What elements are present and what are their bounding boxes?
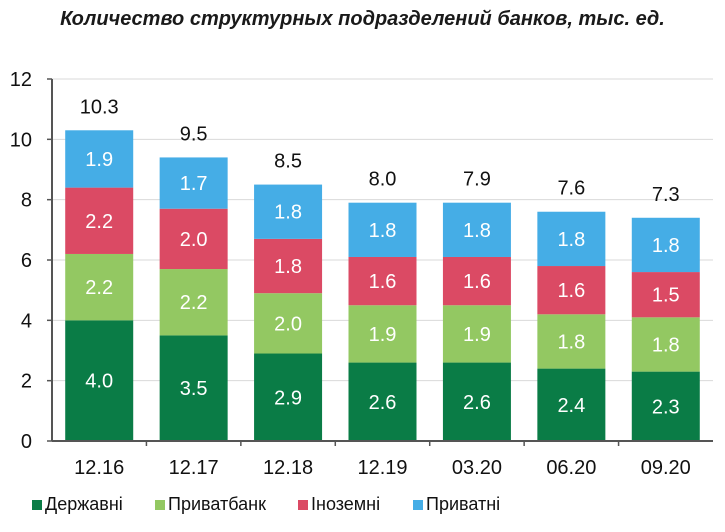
- x-tick-label: 12.18: [263, 457, 313, 479]
- bar-segment: [631, 317, 700, 372]
- data-label: 2.2: [180, 292, 208, 314]
- bar-segment: [537, 266, 606, 315]
- legend-item-inozemni: Іноземні: [298, 494, 380, 515]
- y-tick-label: 12: [10, 69, 32, 91]
- y-tick-label: 8: [21, 190, 32, 212]
- data-label: 2.2: [85, 277, 113, 299]
- x-tick-label: 06.20: [546, 457, 596, 479]
- bar-segment: [537, 368, 606, 441]
- bar-segment: [65, 320, 134, 441]
- x-tick-label: 12.16: [74, 457, 124, 479]
- data-label: 2.3: [652, 396, 680, 418]
- bar-segment: [631, 371, 700, 441]
- data-label: 2.2: [85, 211, 113, 233]
- x-tick-label: 12.17: [169, 457, 219, 479]
- data-label: 1.8: [369, 220, 397, 242]
- bar-segment: [159, 335, 228, 441]
- bar-segment: [537, 211, 606, 267]
- bar-segment: [348, 305, 417, 363]
- bar-segment: [348, 362, 417, 441]
- bar-segment: [254, 238, 323, 294]
- data-label: 3.5: [180, 378, 208, 400]
- data-label: 1.5: [652, 285, 680, 307]
- data-label: 1.9: [85, 149, 113, 171]
- bar-segment: [442, 305, 511, 363]
- data-label: 2.9: [274, 387, 302, 409]
- data-label: 1.8: [652, 334, 680, 356]
- total-label: 9.5: [180, 123, 208, 145]
- legend-swatch: [298, 499, 308, 510]
- data-label: 2.6: [369, 392, 397, 414]
- legend-item-privatbank: Приватбанк: [155, 494, 266, 515]
- legend-swatch: [155, 499, 165, 510]
- data-label: 1.6: [369, 271, 397, 293]
- bar-segment: [631, 272, 700, 318]
- bar-segment: [65, 187, 134, 254]
- data-label: 2.0: [274, 313, 302, 335]
- y-tick-label: 2: [21, 371, 32, 393]
- data-label: 2.0: [180, 229, 208, 251]
- legend-item-pryvatni: Приватні: [413, 494, 500, 515]
- bar-segment: [65, 253, 134, 321]
- bar-segment: [159, 269, 228, 336]
- y-tick-label: 6: [21, 250, 32, 272]
- bar-segment: [65, 130, 134, 188]
- data-label: 1.8: [557, 331, 585, 353]
- x-tick-label: 09.20: [641, 457, 691, 479]
- total-label: 8.5: [274, 151, 302, 173]
- data-label: 1.8: [557, 229, 585, 251]
- data-label: 1.8: [274, 256, 302, 278]
- data-label: 2.4: [557, 395, 585, 417]
- legend-label: Іноземні: [311, 494, 381, 514]
- data-label: 2.6: [463, 392, 491, 414]
- legend: Державні Приватбанк Іноземні Приватні: [0, 494, 725, 518]
- bar-segment: [442, 202, 511, 257]
- y-tick-label: 0: [21, 431, 32, 453]
- chart-title: Количество структурных подразделений бан…: [60, 8, 665, 30]
- total-label: 7.6: [557, 178, 585, 200]
- y-tick-label: 10: [10, 129, 32, 151]
- bar-segment: [254, 293, 323, 354]
- bar-segment: [537, 314, 606, 369]
- total-label: 7.9: [463, 169, 491, 191]
- legend-swatch: [413, 499, 423, 510]
- x-tick-label: 12.19: [357, 457, 407, 479]
- data-label: 1.8: [274, 202, 302, 224]
- data-label: 1.9: [463, 324, 491, 346]
- legend-label: Приватні: [426, 494, 501, 514]
- bar-segment: [442, 362, 511, 441]
- bar-segment: [254, 353, 323, 441]
- data-label: 1.6: [557, 280, 585, 302]
- data-label: 1.8: [652, 235, 680, 257]
- data-label: 1.9: [369, 324, 397, 346]
- bar-segment: [159, 157, 228, 209]
- legend-label: Приватбанк: [168, 494, 266, 514]
- bar-segment: [348, 202, 417, 257]
- data-label: 1.6: [463, 271, 491, 293]
- bar-segment: [254, 184, 323, 239]
- legend-item-derzhavni: Державні: [32, 494, 123, 515]
- x-tick-label: 03.20: [452, 457, 502, 479]
- bar-segment: [348, 256, 417, 306]
- data-label: 1.8: [463, 220, 491, 242]
- bar-segment: [159, 208, 228, 270]
- legend-label: Державні: [45, 494, 123, 514]
- total-label: 7.3: [652, 184, 680, 206]
- legend-swatch: [32, 499, 42, 510]
- data-label: 1.7: [180, 173, 208, 195]
- total-label: 8.0: [369, 169, 397, 191]
- y-tick-label: 4: [21, 310, 32, 332]
- bar-segment: [631, 217, 700, 273]
- total-label: 10.3: [80, 96, 119, 118]
- data-label: 4.0: [85, 371, 113, 393]
- bar-segment: [442, 256, 511, 306]
